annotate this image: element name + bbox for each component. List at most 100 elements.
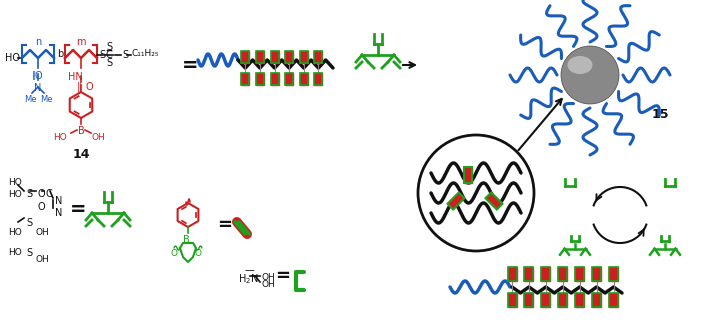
Bar [525, 267, 533, 281]
Bar [300, 73, 307, 85]
Bar [256, 51, 264, 63]
Text: HO: HO [8, 248, 22, 257]
Text: N: N [55, 196, 62, 206]
Text: b: b [57, 49, 63, 59]
Bar [558, 267, 567, 281]
Text: S: S [26, 248, 32, 258]
Bar [525, 267, 533, 281]
Bar [241, 73, 249, 85]
Ellipse shape [561, 46, 619, 104]
Text: OH: OH [36, 228, 50, 237]
Bar [558, 293, 567, 307]
Text: S: S [106, 58, 112, 68]
Bar [256, 73, 264, 85]
Text: C₁₁H₂₅: C₁₁H₂₅ [132, 48, 160, 58]
Bar [508, 293, 516, 307]
Text: $\rm H_2N$: $\rm H_2N$ [238, 272, 258, 286]
Bar [541, 267, 550, 281]
Text: O: O [170, 250, 178, 259]
Bar [300, 51, 307, 63]
Bar [609, 267, 618, 281]
Text: n: n [35, 37, 41, 47]
Text: =: = [70, 200, 86, 219]
Text: S: S [106, 42, 112, 52]
Text: =: = [182, 56, 198, 75]
Bar [541, 293, 550, 307]
Text: S: S [99, 50, 105, 60]
Bar [256, 73, 264, 85]
Text: HO: HO [5, 53, 20, 63]
Text: 15: 15 [651, 109, 669, 122]
Bar [271, 51, 278, 63]
Text: S: S [26, 218, 32, 228]
Text: m: m [76, 37, 86, 47]
Bar [508, 267, 516, 281]
Text: B: B [182, 235, 190, 245]
Bar [315, 73, 322, 85]
Bar [447, 193, 464, 210]
Bar [592, 267, 601, 281]
Text: B: B [77, 126, 84, 136]
Bar [271, 73, 278, 85]
Bar [609, 293, 618, 307]
Text: =: = [275, 267, 290, 285]
Text: N: N [34, 83, 42, 93]
Bar [285, 51, 293, 63]
Text: 14: 14 [72, 148, 89, 161]
Bar [592, 267, 601, 281]
Bar [558, 267, 567, 281]
Bar [525, 293, 533, 307]
Bar [609, 293, 618, 307]
Bar [241, 51, 249, 63]
Bar [300, 73, 307, 85]
Text: ‖: ‖ [77, 82, 82, 93]
Text: —: — [244, 265, 254, 275]
Text: HN: HN [67, 72, 82, 82]
Bar [315, 51, 322, 63]
Ellipse shape [567, 56, 593, 74]
Bar [241, 73, 249, 85]
Bar [609, 267, 618, 281]
Text: S: S [122, 50, 128, 60]
Bar [575, 267, 584, 281]
Text: O: O [38, 202, 45, 212]
Bar [285, 51, 293, 63]
Bar [592, 293, 601, 307]
Bar [575, 293, 584, 307]
Text: N: N [55, 208, 62, 218]
Text: HO: HO [8, 178, 22, 187]
Bar [541, 293, 550, 307]
Text: OH: OH [261, 273, 275, 282]
Bar [315, 51, 322, 63]
Text: Me: Me [23, 95, 36, 104]
Bar [256, 51, 264, 63]
Bar [315, 73, 322, 85]
Text: S: S [26, 189, 32, 199]
Text: =: = [217, 216, 232, 234]
Bar [486, 193, 503, 210]
Text: OH: OH [261, 280, 275, 289]
Bar [575, 293, 584, 307]
Bar [558, 293, 567, 307]
Bar [464, 167, 472, 183]
Text: ‖: ‖ [32, 71, 36, 80]
Bar [271, 51, 278, 63]
Bar [575, 267, 584, 281]
Text: OH: OH [92, 133, 106, 142]
Bar [486, 193, 503, 210]
Text: HO: HO [8, 228, 22, 237]
Bar [271, 73, 278, 85]
Text: HO: HO [53, 133, 67, 142]
Bar [447, 193, 464, 210]
Text: O: O [34, 71, 42, 81]
Text: Me: Me [40, 95, 53, 104]
Bar [592, 293, 601, 307]
Text: C: C [106, 50, 112, 60]
Bar [300, 51, 307, 63]
Text: O: O [195, 250, 202, 259]
Text: C: C [46, 189, 53, 199]
Text: O: O [38, 189, 45, 199]
Bar [241, 51, 249, 63]
Text: OH: OH [36, 255, 50, 264]
Bar [508, 267, 516, 281]
